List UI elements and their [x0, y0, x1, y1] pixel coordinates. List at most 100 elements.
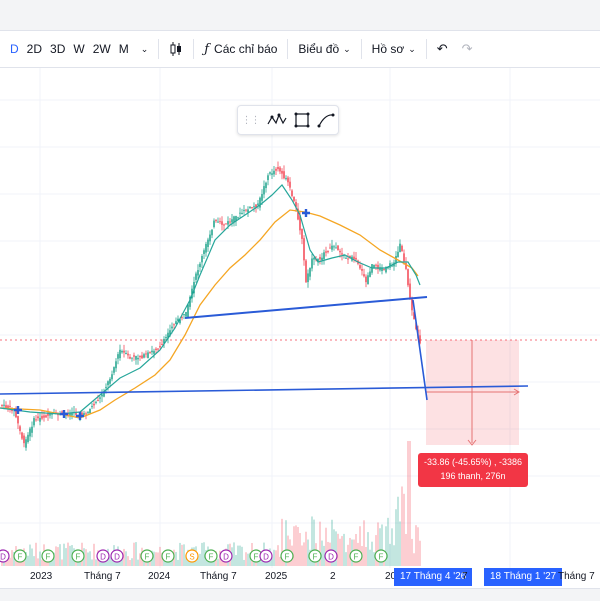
- pattern-tool-icon[interactable]: [266, 112, 287, 128]
- candle-body: [303, 238, 305, 261]
- volume-bar: [9, 557, 11, 566]
- candle-body: [179, 319, 181, 324]
- time-label: 2025: [265, 571, 288, 582]
- candle-body: [193, 282, 195, 294]
- candle-body: [157, 348, 159, 350]
- bottom-bar: [0, 588, 600, 601]
- volume-bar: [175, 551, 177, 566]
- event-marker-label: S: [189, 553, 194, 562]
- volume-bar: [51, 557, 53, 566]
- volume-bar: [303, 542, 305, 566]
- candle-body: [353, 256, 355, 260]
- candle-body: [399, 243, 401, 253]
- candle-body: [275, 168, 277, 171]
- candle-body: [419, 335, 421, 344]
- undo-button[interactable]: ↶: [433, 36, 452, 62]
- volume-bar: [343, 533, 345, 566]
- interval-2w[interactable]: 2W: [92, 42, 111, 56]
- time-label: 2023: [30, 571, 53, 582]
- volume-bar: [31, 548, 33, 566]
- volume-bar: [199, 553, 201, 566]
- candle-body: [289, 181, 291, 188]
- interval-1d[interactable]: D: [10, 42, 19, 56]
- candle-body: [239, 212, 241, 214]
- time-label: Tháng 7: [200, 571, 237, 582]
- volume-bar: [25, 552, 27, 566]
- candle-body: [249, 206, 251, 208]
- volume-bar: [235, 554, 237, 566]
- candle-body: [277, 166, 279, 170]
- volume-bar: [29, 544, 31, 566]
- candle-style-button[interactable]: [165, 36, 187, 62]
- profile-button[interactable]: Hồ sơ ⌄: [368, 36, 420, 62]
- candle-body: [107, 381, 109, 386]
- candle-body: [131, 357, 133, 359]
- redo-button[interactable]: ↷: [458, 36, 477, 62]
- toolbar-divider: [360, 39, 362, 59]
- volume-bar: [177, 559, 179, 566]
- rectangle-tool-icon[interactable]: [294, 112, 310, 128]
- candle-body: [413, 312, 415, 320]
- volume-bar: [209, 559, 211, 566]
- signal-cross-marker: [302, 209, 310, 217]
- volume-bar: [35, 542, 37, 566]
- candle-body: [197, 270, 199, 276]
- candle-body: [403, 253, 405, 262]
- candle-body: [135, 355, 137, 360]
- volume-bar: [335, 531, 337, 566]
- interval-2d[interactable]: 2D: [26, 42, 43, 56]
- volume-bar: [397, 496, 399, 566]
- candle-body: [175, 321, 177, 324]
- candle-body: [181, 317, 183, 319]
- chart-type-button[interactable]: Biểu đồ ⌄: [294, 36, 354, 62]
- interval-1w[interactable]: W: [73, 42, 85, 56]
- time-label: Tháng 7: [558, 571, 595, 582]
- candle-body: [45, 415, 47, 418]
- volume-bar: [367, 532, 369, 566]
- range-start-badge: 17 Tháng 4 '26: [394, 568, 473, 586]
- candle-body: [189, 296, 191, 307]
- volume-bar: [265, 559, 267, 566]
- indicators-button[interactable]: ƒ Các chỉ báo: [200, 36, 281, 62]
- candle-body: [3, 404, 5, 406]
- candle-body: [97, 400, 99, 402]
- volume-bar: [307, 539, 309, 566]
- time-label: 20: [385, 571, 397, 582]
- candle-body: [235, 216, 237, 222]
- drag-handle-icon[interactable]: ⋮⋮: [241, 114, 261, 126]
- measure-tooltip: -33.86 (-45.65%) , -3386 196 thanh, 276n: [418, 453, 528, 487]
- volume-bar: [369, 549, 371, 566]
- volume-bar: [407, 441, 409, 566]
- undo-icon: ↶: [436, 41, 448, 56]
- candle-body: [251, 206, 253, 208]
- candle-body: [229, 221, 231, 223]
- candle-body: [33, 418, 35, 426]
- time-axis[interactable]: 2023 Tháng 7 2024 Tháng 7 2025 2 20 17 T…: [0, 568, 600, 586]
- volume-bar: [285, 520, 287, 566]
- candle-body: [213, 220, 215, 228]
- volume-bar: [155, 552, 157, 566]
- event-marker: [204, 549, 218, 563]
- volume-bar: [403, 493, 405, 566]
- candle-body: [397, 251, 399, 258]
- signal-cross-marker: [14, 406, 22, 414]
- volume-bar: [33, 556, 35, 566]
- volume-bar: [39, 551, 41, 566]
- candle-body: [297, 208, 299, 220]
- candle-body: [151, 350, 153, 353]
- interval-1m[interactable]: M: [118, 42, 129, 56]
- candle-body: [89, 408, 91, 414]
- curve-tool-icon[interactable]: [317, 112, 335, 128]
- event-marker: [280, 549, 294, 563]
- volume-bar: [417, 527, 419, 566]
- interval-3d[interactable]: 3D: [50, 42, 66, 56]
- candle-body: [367, 275, 369, 285]
- volume-bar: [129, 559, 131, 566]
- candle-body: [219, 221, 221, 223]
- interval-dropdown[interactable]: ⌄: [133, 36, 153, 62]
- candle-body: [319, 257, 321, 260]
- candle-body: [335, 247, 337, 249]
- candle-body: [325, 251, 327, 253]
